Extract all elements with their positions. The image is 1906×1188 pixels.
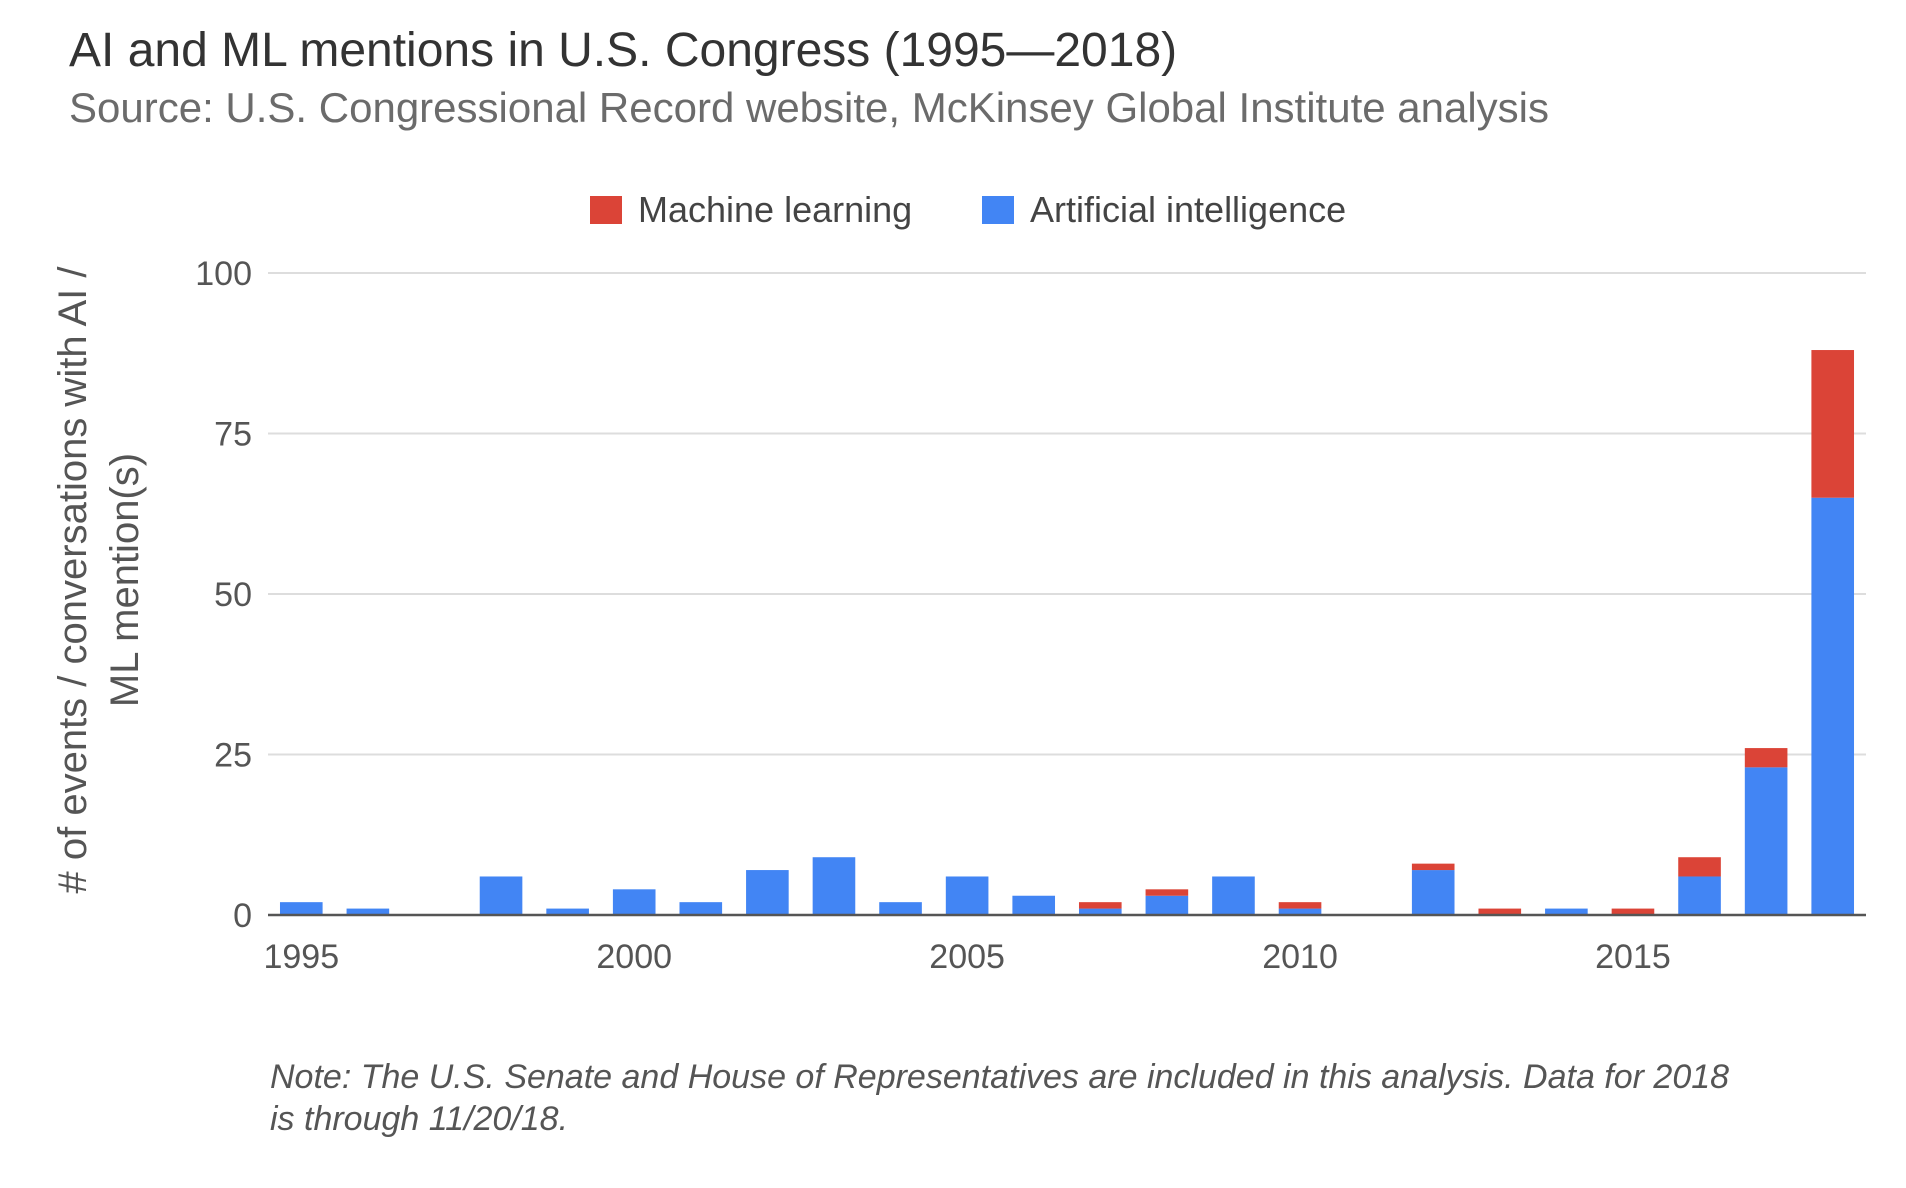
bar-artificial-intelligence-1996 — [346, 908, 390, 915]
bar-artificial-intelligence-2009 — [1212, 876, 1255, 915]
y-tick-label: 0 — [233, 897, 252, 935]
footnote: Note: The U.S. Senate and House of Repre… — [270, 1058, 1729, 1138]
bar-artificial-intelligence-2012 — [1411, 870, 1455, 915]
bar-artificial-intelligence-2008 — [1145, 895, 1189, 915]
bar-machine-learning-2017 — [1744, 748, 1788, 768]
bars — [279, 350, 1855, 915]
x-tick-label: 2005 — [929, 938, 1005, 976]
y-axis-title-line-1: # of events / conversations with AI / — [51, 266, 95, 894]
bar-artificial-intelligence-1999 — [546, 908, 589, 915]
bar-machine-learning-2007 — [1078, 902, 1122, 909]
y-tick-label: 25 — [214, 737, 252, 775]
x-tick-label: 2015 — [1595, 938, 1671, 976]
bar-machine-learning-2015 — [1611, 908, 1655, 915]
gridlines — [268, 272, 1866, 756]
x-tick-label: 2010 — [1262, 938, 1338, 976]
x-axis-ticks: 1995 2000 2005 2010 2015 — [263, 938, 1670, 976]
bar-artificial-intelligence-2001 — [679, 902, 723, 915]
bar-artificial-intelligence-2006 — [1012, 895, 1056, 915]
chart-title: AI and ML mentions in U.S. Congress (199… — [69, 24, 1177, 77]
chart-subtitle: Source: U.S. Congressional Record websit… — [69, 84, 1549, 131]
bar-artificial-intelligence-2018 — [1811, 497, 1855, 915]
bar-artificial-intelligence-2004 — [879, 902, 922, 915]
bar-machine-learning-2016 — [1678, 857, 1721, 877]
legend-swatch-artificial-intelligence — [982, 196, 1014, 224]
y-tick-label: 100 — [195, 255, 252, 293]
bar-artificial-intelligence-2014 — [1545, 908, 1588, 915]
bar-artificial-intelligence-2007 — [1078, 908, 1122, 915]
x-tick-label: 2000 — [596, 938, 672, 976]
bar-artificial-intelligence-1995 — [279, 902, 323, 915]
bar-artificial-intelligence-2017 — [1744, 767, 1788, 915]
y-axis-title-line-2: ML mention(s) — [103, 453, 147, 707]
legend: Machine learning Artificial intelligence — [590, 189, 1346, 230]
bar-artificial-intelligence-2002 — [746, 870, 789, 915]
footnote-line-2: is through 11/20/18. — [270, 1100, 568, 1138]
y-tick-label: 50 — [214, 576, 252, 614]
bar-artificial-intelligence-2005 — [945, 876, 989, 915]
legend-label-machine-learning: Machine learning — [638, 189, 912, 230]
legend-label-artificial-intelligence: Artificial intelligence — [1030, 189, 1346, 230]
y-axis-title: # of events / conversations with AI / ML… — [51, 266, 147, 894]
bar-artificial-intelligence-2016 — [1678, 876, 1721, 915]
bar-artificial-intelligence-2000 — [612, 889, 656, 915]
y-axis-ticks: 0 25 50 75 100 — [195, 255, 252, 935]
bar-artificial-intelligence-1998 — [479, 876, 523, 915]
y-tick-label: 75 — [214, 416, 252, 454]
legend-swatch-machine-learning — [590, 196, 622, 224]
bar-machine-learning-2013 — [1478, 908, 1522, 915]
bar-machine-learning-2012 — [1411, 863, 1455, 871]
footnote-line-1: Note: The U.S. Senate and House of Repre… — [270, 1058, 1729, 1096]
bar-machine-learning-2008 — [1145, 889, 1189, 896]
bar-artificial-intelligence-2010 — [1278, 908, 1322, 915]
bar-artificial-intelligence-2003 — [812, 857, 856, 915]
x-tick-label: 1995 — [263, 938, 339, 976]
bar-machine-learning-2010 — [1278, 902, 1322, 909]
bar-machine-learning-2018 — [1811, 350, 1855, 498]
